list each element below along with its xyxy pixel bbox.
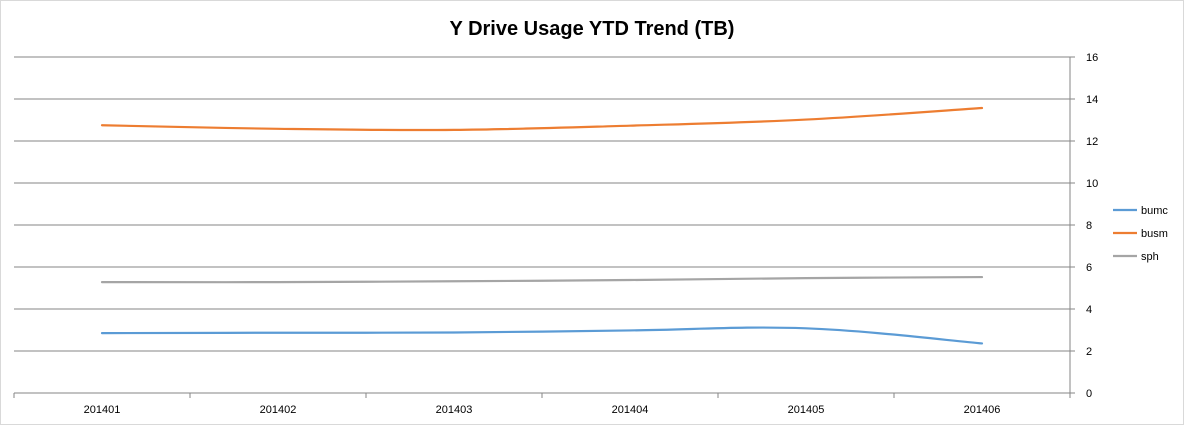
x-tick-label: 201405 xyxy=(788,404,825,416)
series-line-bumc xyxy=(100,326,984,345)
y-tick-label: 6 xyxy=(1086,262,1092,274)
x-tick-label: 201406 xyxy=(964,404,1001,416)
legend-label-sph: sph xyxy=(1141,251,1159,263)
y-tick-label: 8 xyxy=(1086,220,1092,232)
chart-title: Y Drive Usage YTD Trend (TB) xyxy=(450,18,735,40)
y-tick-label: 4 xyxy=(1086,304,1092,316)
x-tick-label: 201404 xyxy=(612,404,649,416)
y-tick-label: 0 xyxy=(1086,388,1092,400)
gridlines xyxy=(14,56,1070,394)
y-tick-label: 2 xyxy=(1086,346,1092,358)
x-tick-label: 201403 xyxy=(436,404,473,416)
legend-label-bumc: bumc xyxy=(1141,205,1168,217)
series-line-sph xyxy=(100,275,984,284)
series-line-busm xyxy=(100,106,984,132)
y-tick-label: 16 xyxy=(1086,52,1098,64)
legend-label-busm: busm xyxy=(1141,228,1168,240)
x-tick-label: 201402 xyxy=(260,404,297,416)
series-lines xyxy=(100,106,984,345)
y-tick-label: 10 xyxy=(1086,178,1098,190)
legend: bumc busm sph xyxy=(1113,205,1168,263)
y-tick-label: 14 xyxy=(1086,94,1098,106)
y-tick-label: 12 xyxy=(1086,136,1098,148)
axes: 0 2 4 6 8 10 12 14 16 201401 201402 201403 201404 201… xyxy=(13,52,1098,416)
x-tick-label: 201401 xyxy=(84,404,121,416)
